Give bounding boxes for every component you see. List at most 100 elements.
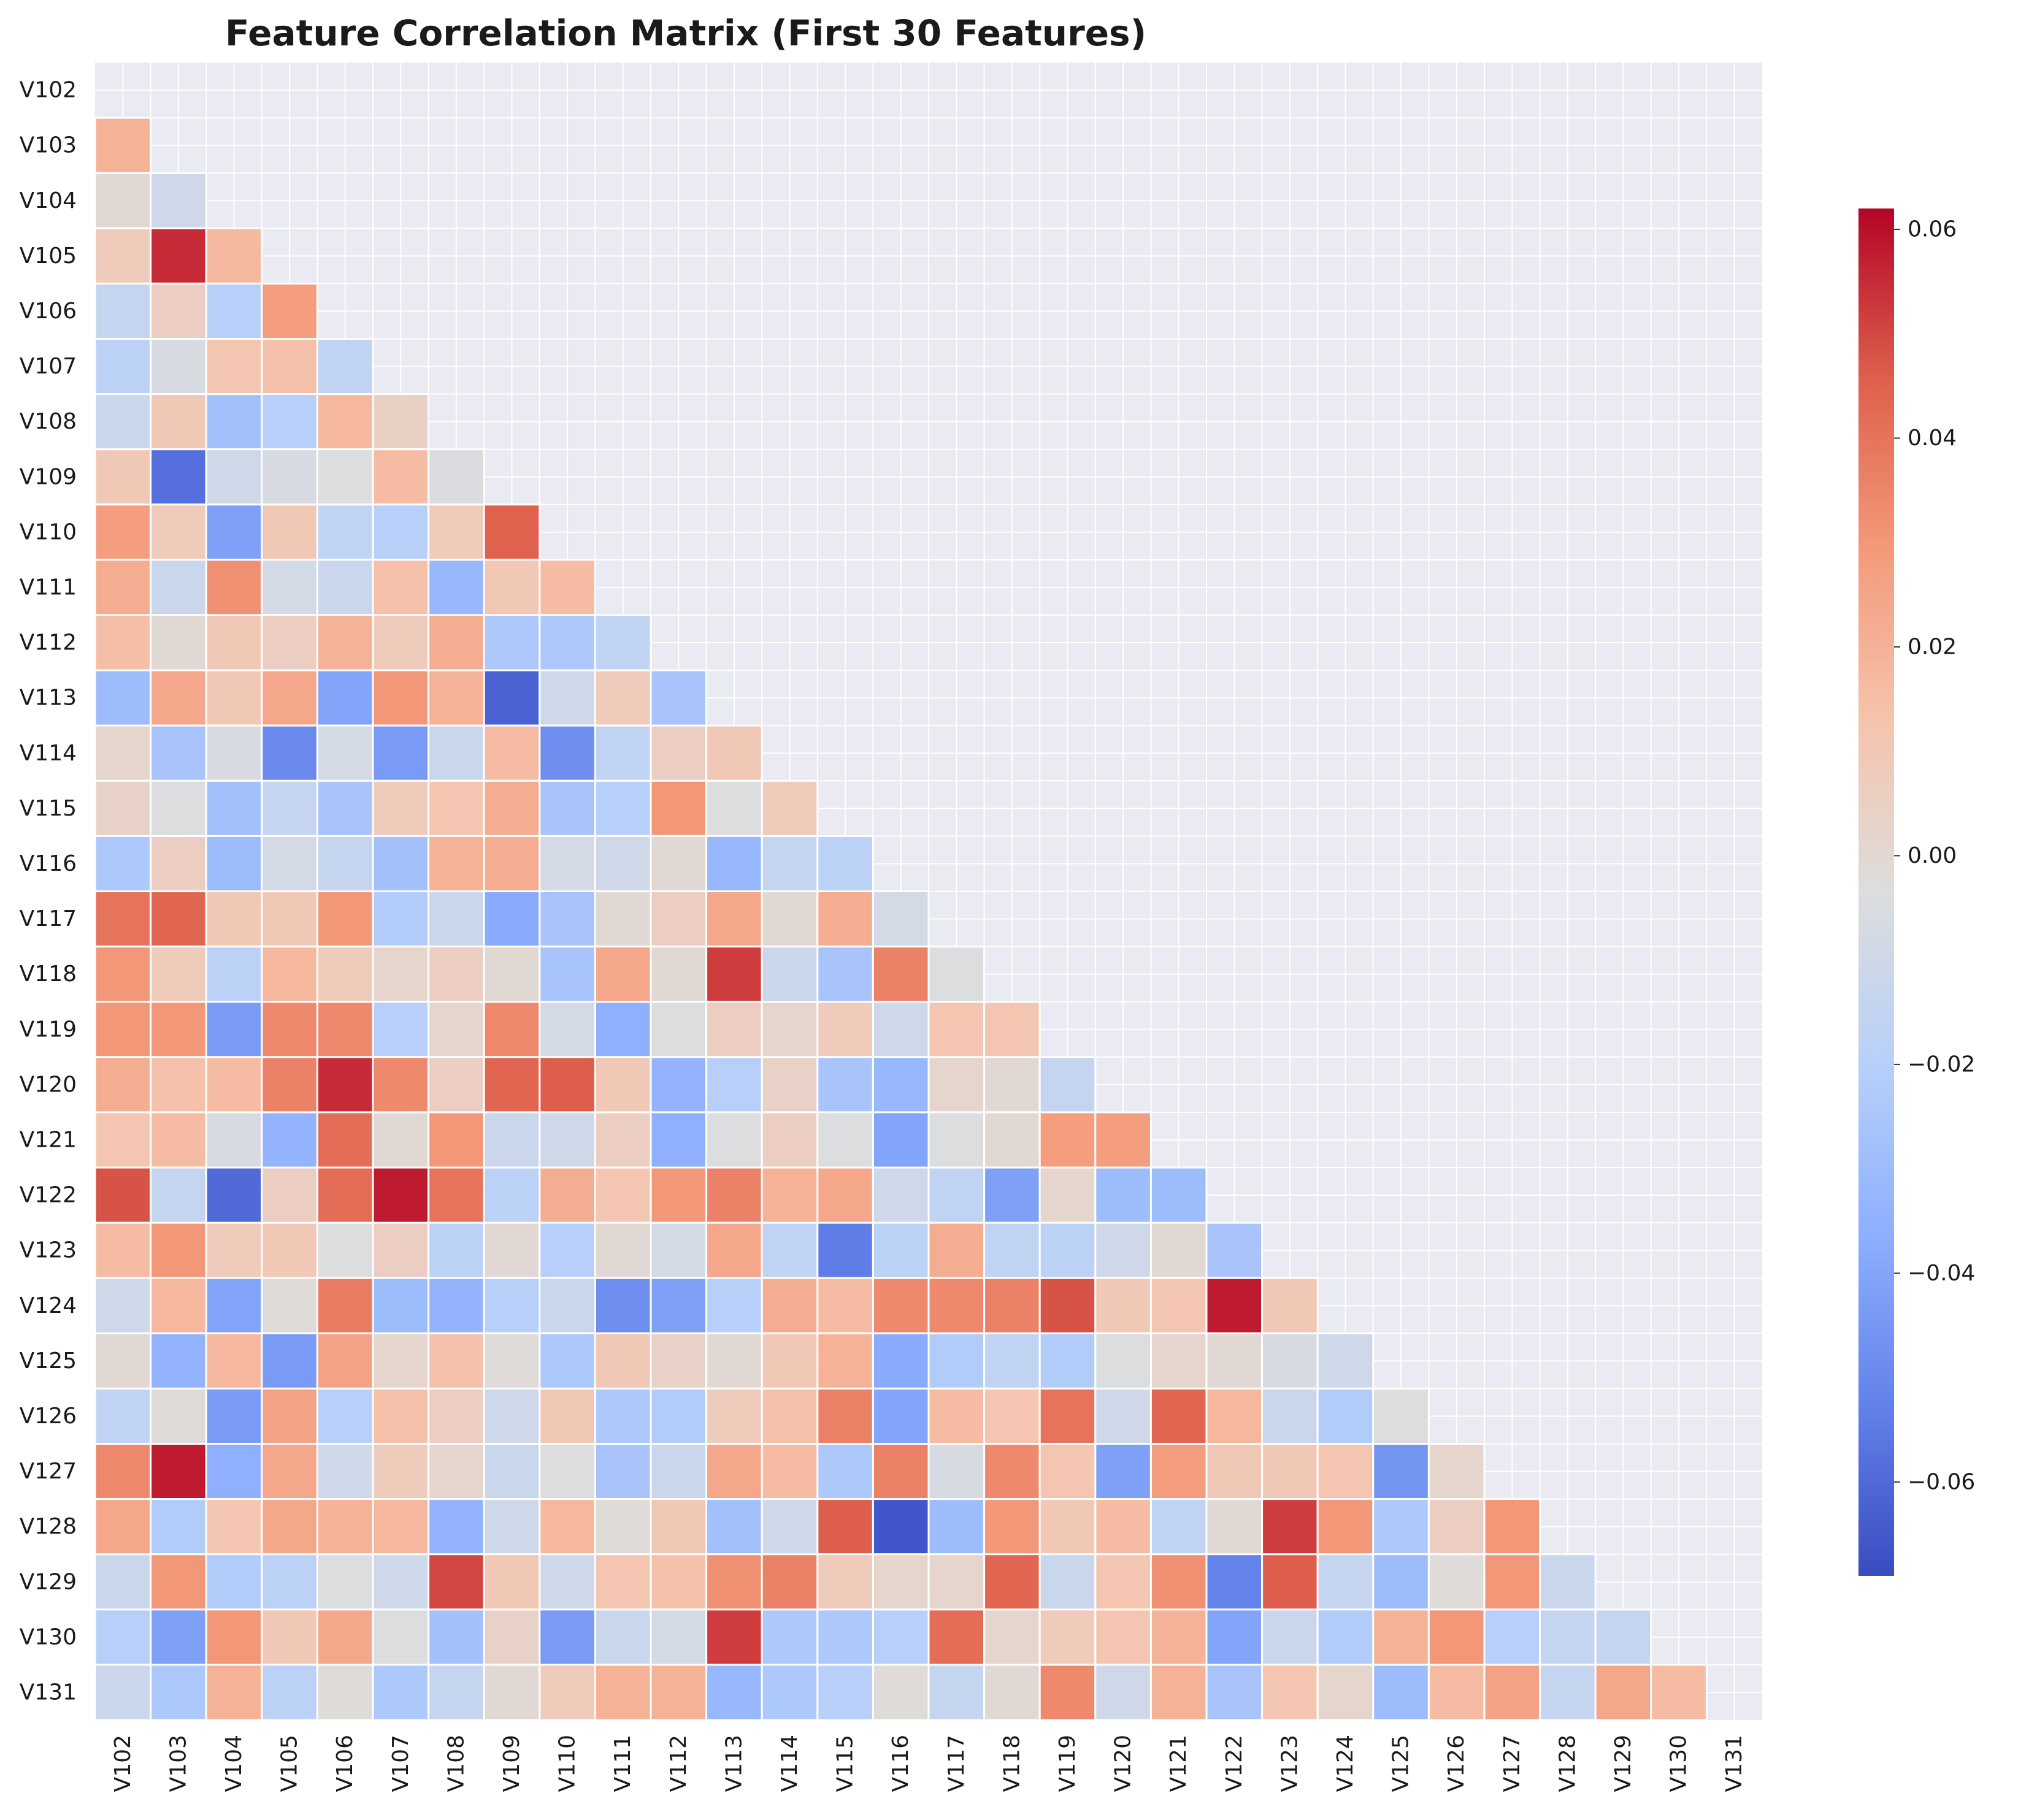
x-tick-labels: V102 V103 V104 V105 V106 V107 V108 V109 V110 V111…: [110, 1735, 1747, 1792]
y-tick-label: V130: [20, 1624, 77, 1650]
heatmap-cell-V112-V106: [316, 614, 374, 671]
heatmap-cell-V130-V105: [261, 1608, 318, 1666]
heatmap-cell-V117-V115: [816, 890, 874, 948]
colorbar-tick-label: 0.02: [1908, 634, 1957, 659]
heatmap-cell-V122-V116: [872, 1166, 930, 1224]
heatmap-cell-V125-V110: [539, 1332, 596, 1390]
heatmap-cell-V127-V118: [983, 1443, 1041, 1501]
y-tick-label: V110: [20, 519, 77, 545]
heatmap-cell-V130-V107: [372, 1608, 430, 1666]
heatmap-cell-V125-V118: [983, 1332, 1041, 1390]
heatmap-cell-V128-V126: [1427, 1498, 1486, 1556]
heatmap-cell-V108-V102: [94, 393, 152, 451]
heatmap-cell-V122-V102: [94, 1166, 152, 1224]
heatmap-cell-V124-V112: [650, 1277, 708, 1334]
heatmap-cell-V107-V105: [261, 338, 318, 396]
heatmap-cell-V127-V125: [1372, 1443, 1430, 1501]
heatmap-cell-V113-V112: [650, 669, 708, 727]
heatmap-cell-V112-V108: [428, 614, 485, 671]
heatmap-cell-V124-V107: [372, 1277, 430, 1334]
heatmap-cell-V113-V102: [94, 669, 152, 727]
heatmap-cell-V117-V110: [539, 890, 596, 948]
heatmap-cell-V114-V104: [205, 724, 263, 782]
heatmap-cell-V115-V108: [428, 779, 485, 837]
heatmap-cell-V119-V112: [650, 1001, 708, 1058]
y-tick-label: V103: [20, 133, 77, 158]
heatmap-cell-V128-V127: [1483, 1498, 1541, 1556]
heatmap-cell-V119-V105: [261, 1001, 318, 1058]
y-tick-label: V107: [20, 354, 77, 379]
heatmap-cell-V121-V107: [372, 1111, 430, 1169]
heatmap-cell-V127-V126: [1427, 1443, 1486, 1501]
heatmap-cell-V122-V109: [483, 1166, 541, 1224]
heatmap-cell-V103-V102: [94, 117, 152, 174]
heatmap-cell-V124-V109: [483, 1277, 541, 1334]
heatmap-cell-V129-V126: [1427, 1553, 1486, 1611]
heatmap-cell-V129-V116: [872, 1553, 930, 1611]
y-tick-label: V129: [20, 1569, 77, 1594]
heatmap-cell-V109-V108: [428, 448, 485, 506]
heatmap-cells: [94, 117, 1708, 1721]
heatmap-cell-V131-V108: [428, 1664, 485, 1721]
heatmap-cell-V105-V102: [94, 227, 152, 285]
heatmap-cell-V120-V109: [483, 1056, 541, 1114]
heatmap-cell-V128-V114: [761, 1498, 819, 1556]
heatmap-cell-V126-V119: [1038, 1387, 1097, 1445]
heatmap-cell-V131-V114: [761, 1664, 819, 1721]
heatmap-cell-V118-V105: [261, 946, 318, 1003]
heatmap-cell-V128-V108: [428, 1498, 485, 1556]
heatmap-cell-V111-V107: [372, 559, 430, 616]
heatmap-cell-V119-V115: [816, 1001, 874, 1058]
heatmap-cell-V115-V107: [372, 779, 430, 837]
y-tick-label: V105: [20, 243, 77, 269]
heatmap-cell-V128-V105: [261, 1498, 318, 1556]
heatmap-cell-V130-V119: [1038, 1608, 1097, 1666]
heatmap-cell-V126-V116: [872, 1387, 930, 1445]
heatmap-cell-V127-V113: [705, 1443, 763, 1501]
heatmap-cell-V122-V111: [594, 1166, 652, 1224]
heatmap-cell-V128-V119: [1038, 1498, 1097, 1556]
heatmap-cell-V121-V117: [927, 1111, 986, 1169]
heatmap-cell-V114-V109: [483, 724, 541, 782]
heatmap-cell-V131-V117: [927, 1664, 986, 1721]
heatmap-cell-V122-V118: [983, 1166, 1041, 1224]
y-tick-label: V123: [20, 1238, 77, 1263]
heatmap-cell-V115-V113: [705, 779, 763, 837]
heatmap-cell-V122-V119: [1038, 1166, 1097, 1224]
colorbar-tick-label: 0.04: [1908, 426, 1957, 451]
heatmap-cell-V125-V103: [150, 1332, 207, 1390]
y-tick-label: V112: [20, 630, 77, 656]
heatmap-cell-V108-V103: [150, 393, 207, 451]
heatmap-cell-V125-V102: [94, 1332, 152, 1390]
y-tick-label: V118: [20, 962, 77, 987]
heatmap-cell-V126-V112: [650, 1387, 708, 1445]
y-tick-label: V119: [20, 1017, 77, 1042]
heatmap-cell-V125-V109: [483, 1332, 541, 1390]
heatmap-cell-V114-V113: [705, 724, 763, 782]
heatmap-cell-V130-V128: [1539, 1608, 1597, 1666]
heatmap-cell-V128-V112: [650, 1498, 708, 1556]
heatmap-cell-V115-V105: [261, 779, 318, 837]
heatmap-cell-V122-V120: [1094, 1166, 1152, 1224]
heatmap-cell-V129-V114: [761, 1553, 819, 1611]
heatmap-cell-V125-V116: [872, 1332, 930, 1390]
heatmap-cell-V118-V111: [594, 946, 652, 1003]
heatmap-cell-V114-V106: [316, 724, 374, 782]
heatmap-cell-V119-V111: [594, 1001, 652, 1058]
heatmap-cell-V112-V104: [205, 614, 263, 671]
heatmap-cell-V118-V113: [705, 946, 763, 1003]
heatmap-cell-V131-V128: [1539, 1664, 1597, 1721]
heatmap-cell-V117-V109: [483, 890, 541, 948]
heatmap-cell-V106-V103: [150, 282, 207, 340]
x-tick-label: V115: [833, 1735, 858, 1792]
x-tick-label: V129: [1611, 1735, 1636, 1792]
heatmap-cell-V119-V103: [150, 1001, 207, 1058]
heatmap-cell-V118-V115: [816, 946, 874, 1003]
heatmap-cell-V127-V121: [1149, 1443, 1208, 1501]
heatmap-cell-V113-V105: [261, 669, 318, 727]
heatmap-cell-V115-V110: [539, 779, 596, 837]
heatmap-cell-V108-V107: [372, 393, 430, 451]
x-tick-label: V125: [1389, 1735, 1414, 1792]
heatmap-cell-V128-V115: [816, 1498, 874, 1556]
